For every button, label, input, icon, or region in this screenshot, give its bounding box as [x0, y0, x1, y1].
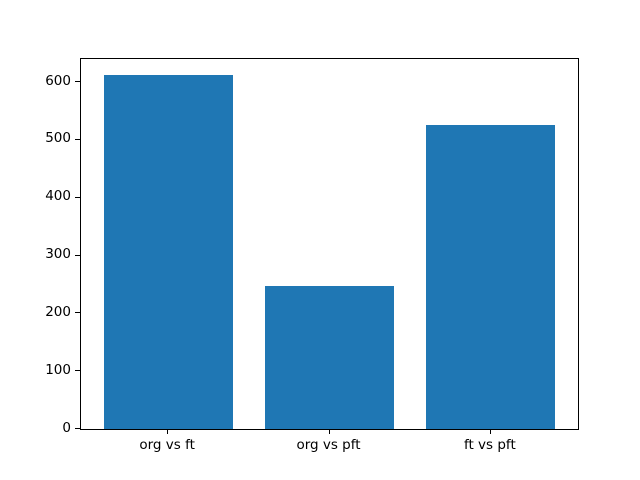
x-tick-mark [167, 429, 169, 434]
x-tick-mark [489, 429, 491, 434]
y-tick-mark [75, 138, 80, 140]
y-tick-mark [75, 370, 80, 372]
plot-area [80, 58, 579, 430]
chart-bar [103, 75, 233, 429]
x-tick-label: org vs pft [296, 437, 361, 453]
y-tick-mark [75, 81, 80, 83]
x-tick-mark [328, 429, 330, 434]
y-tick-label: 600 [45, 72, 71, 89]
y-tick-label: 100 [45, 361, 71, 378]
y-tick-label: 200 [45, 303, 71, 320]
y-tick-mark [75, 254, 80, 256]
x-tick-label: ft vs pft [463, 437, 516, 453]
y-tick-mark [75, 428, 80, 429]
y-tick-label: 0 [62, 419, 71, 436]
y-tick-label: 300 [45, 246, 71, 263]
y-tick-label: 400 [45, 188, 71, 205]
y-tick-mark [75, 312, 80, 314]
y-tick-label: 500 [45, 130, 71, 147]
chart-bar [264, 285, 395, 429]
x-tick-label: org vs ft [139, 437, 195, 453]
chart-bar [426, 124, 556, 429]
y-tick-mark [75, 196, 80, 198]
